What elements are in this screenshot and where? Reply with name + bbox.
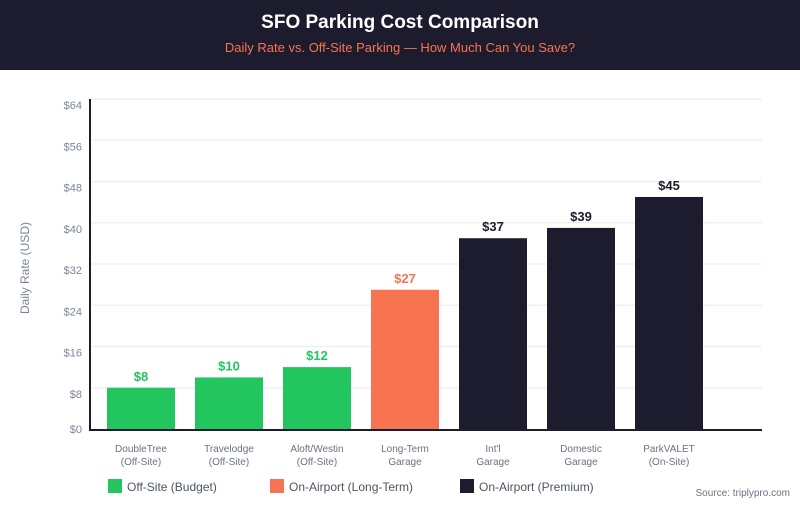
- source-note: Source: triplypro.com: [696, 488, 790, 499]
- y-tick-label: $56: [64, 141, 82, 153]
- bar: [635, 196, 703, 430]
- bar: [371, 289, 439, 430]
- y-tick-label: $64: [64, 100, 82, 112]
- bar: [195, 377, 263, 430]
- x-tick-label: (On-Site): [649, 457, 690, 468]
- data-label: $10: [218, 358, 240, 373]
- legend-label: On-Airport (Premium): [479, 480, 594, 494]
- x-tick-label: ParkVALET: [643, 444, 695, 455]
- legend-label: Off-Site (Budget): [127, 480, 217, 494]
- y-tick-label: $40: [64, 224, 82, 236]
- chart-title: SFO Parking Cost Comparison: [261, 12, 539, 33]
- y-tick-label: $32: [64, 265, 82, 277]
- y-tick-label: $16: [64, 348, 82, 360]
- data-label: $37: [482, 219, 504, 234]
- x-tick-label: Int'l: [485, 444, 500, 455]
- y-tick-label: $0: [70, 424, 82, 436]
- legend-label: On-Airport (Long-Term): [289, 480, 413, 494]
- data-label: $12: [306, 348, 328, 363]
- x-tick-label: Garage: [564, 457, 598, 468]
- x-tick-label: (Off-Site): [121, 457, 161, 468]
- y-tick-label: $48: [64, 183, 82, 195]
- bar: [459, 238, 527, 430]
- data-label: $39: [570, 209, 592, 224]
- x-tick-label: (Off-Site): [209, 457, 249, 468]
- bar: [107, 387, 175, 430]
- x-tick-label: Long-Term: [381, 444, 429, 455]
- y-tick-label: $8: [70, 389, 82, 401]
- data-label: $8: [134, 369, 148, 384]
- legend-swatch: [460, 479, 474, 493]
- header-band: [0, 0, 800, 70]
- x-tick-label: (Off-Site): [297, 457, 337, 468]
- legend-swatch: [270, 479, 284, 493]
- chart-subtitle: Daily Rate vs. Off-Site Parking — How Mu…: [225, 40, 575, 55]
- x-tick-label: Domestic: [560, 444, 602, 455]
- x-tick-label: Garage: [476, 457, 510, 468]
- y-axis-label: Daily Rate (USD): [18, 222, 32, 314]
- x-tick-label: Aloft/Westin: [290, 444, 343, 455]
- x-tick-label: DoubleTree: [115, 444, 167, 455]
- data-label: $27: [394, 271, 416, 286]
- legend-swatch: [108, 479, 122, 493]
- bar: [283, 367, 351, 430]
- data-label: $45: [658, 178, 680, 193]
- x-tick-label: Travelodge: [204, 444, 254, 455]
- x-tick-label: Garage: [388, 457, 422, 468]
- bar: [547, 227, 615, 430]
- y-tick-label: $24: [64, 306, 82, 318]
